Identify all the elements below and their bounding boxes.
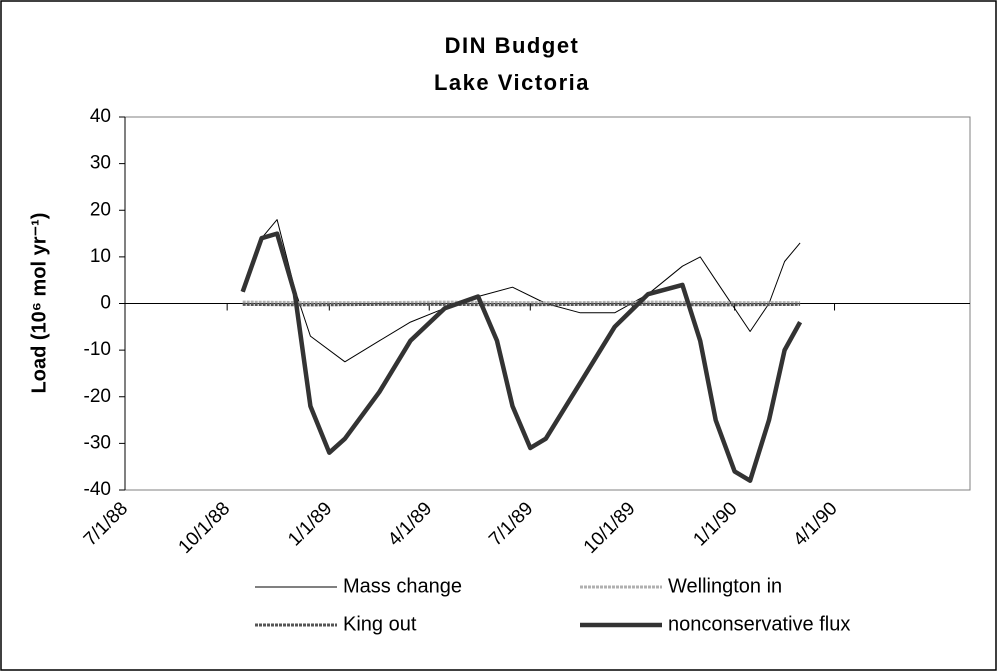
y-tick-label: 40 xyxy=(90,106,111,127)
y-tick-label: 30 xyxy=(90,153,111,174)
y-tick-label: 20 xyxy=(90,199,111,220)
series-line xyxy=(242,300,801,305)
y-tick-label: -20 xyxy=(84,386,111,407)
y-tick-label: -30 xyxy=(84,432,111,453)
y-tick-label: -10 xyxy=(84,339,111,360)
legend-label: King out xyxy=(343,613,417,635)
legend-label: nonconservative flux xyxy=(668,613,850,635)
series-line xyxy=(240,231,803,483)
chart-title: Lake Victoria xyxy=(434,70,590,95)
y-axis-label: Load (10⁶ mol yr⁻¹) xyxy=(28,213,50,394)
chart-title: DIN Budget xyxy=(445,33,580,58)
y-tick-label: 10 xyxy=(90,246,111,267)
series-line xyxy=(242,302,801,307)
y-tick-label: 0 xyxy=(100,293,111,314)
legend-label: Wellington in xyxy=(668,575,782,597)
y-tick-label: -40 xyxy=(84,479,111,500)
legend-label: Mass change xyxy=(343,575,462,597)
